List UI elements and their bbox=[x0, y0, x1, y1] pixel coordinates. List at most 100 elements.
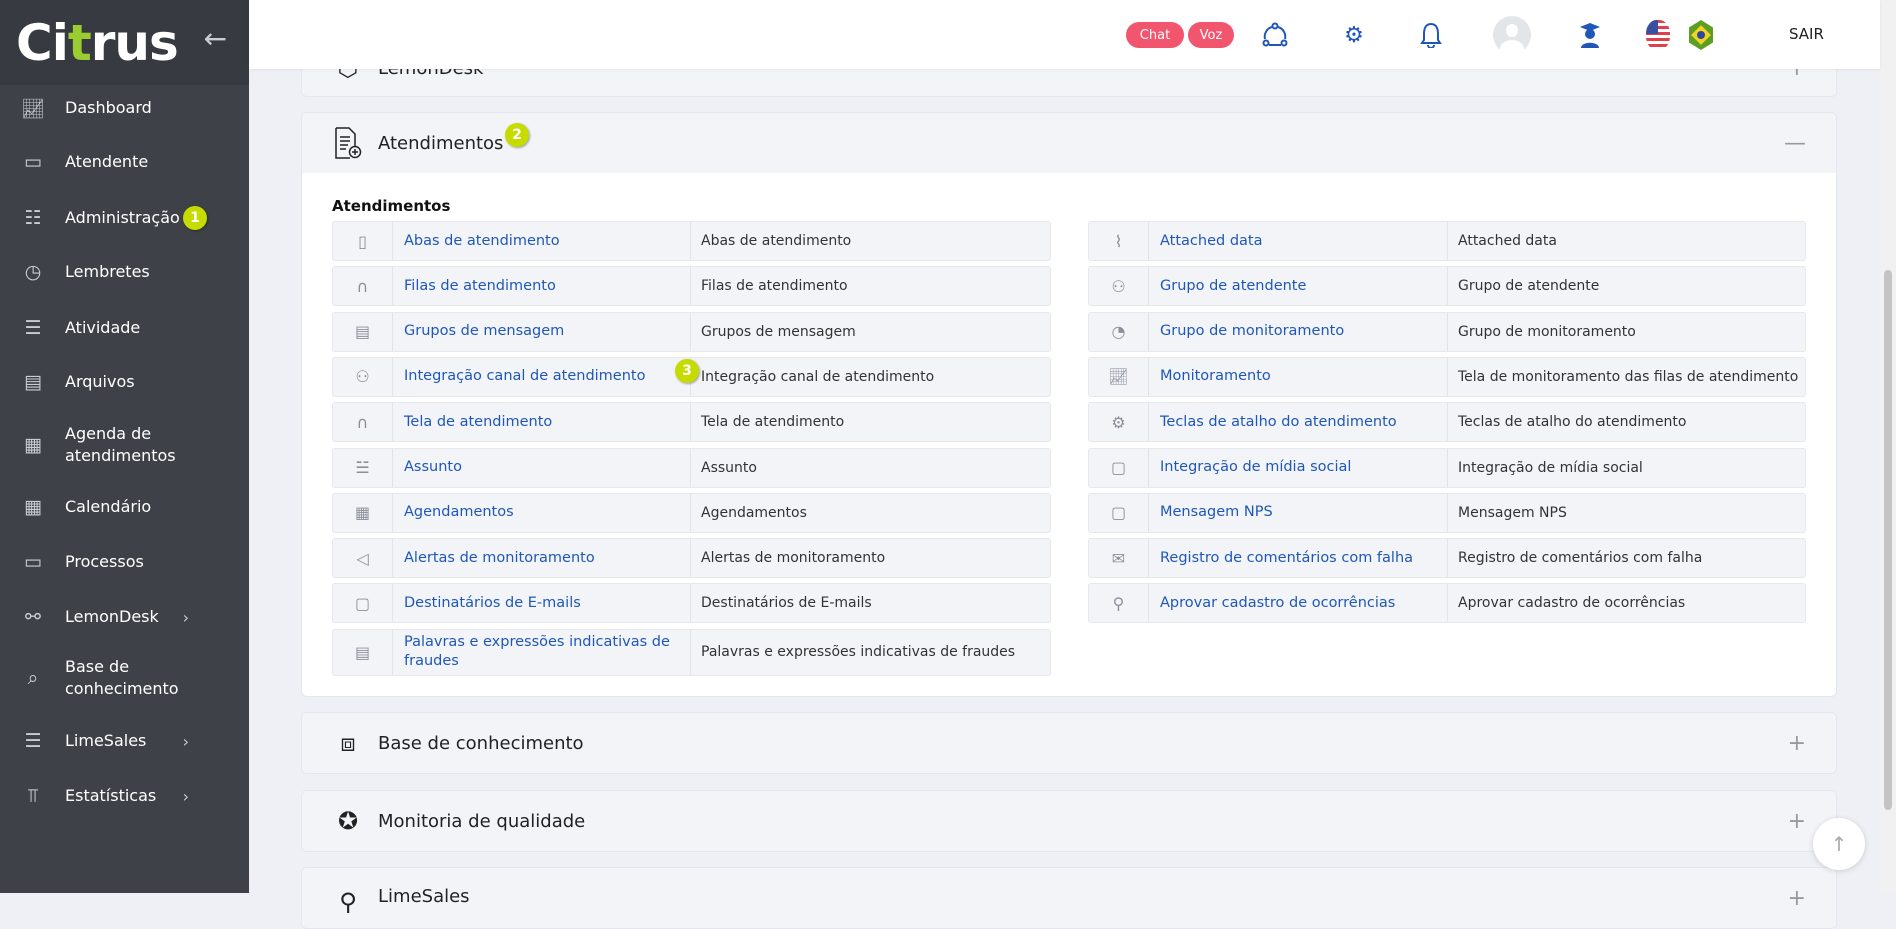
voz-button[interactable]: Voz bbox=[1188, 22, 1234, 48]
search-icon: ⌕ bbox=[27, 667, 39, 689]
integration-icon: ⚇ bbox=[333, 357, 393, 396]
expand-plus-icon[interactable]: + bbox=[1787, 730, 1806, 756]
step-badge-3: 3 bbox=[675, 358, 699, 383]
sidebar-item-label: Agenda de atendimentos bbox=[65, 424, 176, 465]
panel-limesales-header[interactable]: ⚲ LimeSales + bbox=[302, 868, 1836, 928]
scroll-to-top-button[interactable]: ↑ bbox=[1813, 818, 1865, 870]
setting-link[interactable]: Palavras e expressões indicativas de fra… bbox=[393, 629, 691, 675]
setting-link[interactable]: Integração de mídia social bbox=[1149, 448, 1448, 487]
panel-monitoria-header[interactable]: ✪ Monitoria de qualidade + bbox=[302, 791, 1836, 851]
setting-link[interactable]: Monitoramento bbox=[1149, 357, 1448, 396]
headphones-icon: ∩ bbox=[333, 403, 393, 442]
logo-area: Citrus ← bbox=[0, 0, 249, 85]
setting-description: Integração de mídia social bbox=[1458, 459, 1643, 476]
clipboard-list-icon: ☰ bbox=[24, 317, 42, 339]
folder-icon: ▭ bbox=[24, 551, 42, 573]
collapse-sidebar-arrow-icon[interactable]: ← bbox=[203, 22, 227, 55]
setting-link[interactable]: Destinatários de E-mails bbox=[393, 584, 691, 623]
chat-button[interactable]: Chat bbox=[1126, 22, 1184, 48]
notifications-bell-icon[interactable] bbox=[1416, 20, 1446, 50]
table-row: ⚙ Teclas de atalho do atendimento Teclas d… bbox=[1088, 402, 1806, 443]
setting-link[interactable]: Aprovar cadastro de ocorrências bbox=[1149, 584, 1448, 623]
sidebar-item-calend-rio[interactable]: ▦ Calendário bbox=[0, 485, 249, 529]
panel-title: Base de conhecimento bbox=[378, 732, 584, 754]
sidebar-item-label: Estatísticas bbox=[65, 786, 157, 805]
setting-link[interactable]: Agendamentos bbox=[393, 493, 691, 532]
logout-button[interactable]: SAIR bbox=[1789, 25, 1824, 43]
sidebar-item-lemondesk[interactable]: ⚯ LemonDesk › bbox=[0, 595, 249, 639]
table-row: ▦ Agendamentos Agendamentos bbox=[332, 492, 1051, 533]
setting-description: Abas de atendimento bbox=[701, 233, 852, 249]
table-row: ◔ Grupo de monitoramento Grupo de monitora… bbox=[1088, 311, 1806, 352]
calendar-icon: ▦ bbox=[333, 493, 393, 532]
graduation-user-icon[interactable] bbox=[1575, 20, 1605, 50]
setting-description: Registro de comentários com falha bbox=[1458, 550, 1703, 567]
database-icon: ☰ bbox=[24, 730, 42, 752]
setting-description: Integração canal de atendimento bbox=[701, 368, 935, 385]
panel-limesales: ⚲ LimeSales + bbox=[301, 867, 1837, 929]
setting-link[interactable]: Grupo de monitoramento bbox=[1149, 312, 1448, 351]
scrollbar[interactable] bbox=[1880, 0, 1896, 893]
setting-description: Assunto bbox=[701, 459, 757, 476]
setting-link[interactable]: Filas de atendimento bbox=[393, 267, 691, 306]
calendar-icon: ▦ bbox=[24, 434, 42, 456]
limesales-icon: ⚲ bbox=[339, 888, 357, 916]
brazil-flag-icon[interactable] bbox=[1689, 20, 1713, 50]
sidebar-item-label: Base de conhecimento bbox=[65, 657, 179, 698]
settings-gears-icon[interactable]: ⚙ bbox=[1344, 22, 1364, 48]
setting-link[interactable]: Tela de atendimento bbox=[393, 403, 691, 442]
sidebar-item-base-de-conhecimento[interactable]: ⌕ Base de conhecimento bbox=[0, 656, 249, 700]
sidebar-item-arquivos[interactable]: ▤ Arquivos bbox=[0, 360, 249, 404]
setting-link[interactable]: Integração canal de atendimento bbox=[393, 357, 691, 396]
table-row: ▢ Integração de mídia social Integração de… bbox=[1088, 447, 1806, 488]
setting-link[interactable]: Mensagem NPS bbox=[1149, 493, 1448, 532]
sidebar-item-atividade[interactable]: ☰ Atividade bbox=[0, 306, 249, 350]
setting-description: Teclas de atalho do atendimento bbox=[1458, 414, 1687, 431]
sidebar-item-atendente[interactable]: ▭ Atendente bbox=[0, 140, 249, 184]
sidebar-item-label: Arquivos bbox=[65, 372, 135, 391]
expand-plus-icon[interactable]: + bbox=[1787, 808, 1806, 834]
sidebar-item-label: Atividade bbox=[65, 318, 141, 337]
setting-link[interactable]: Assunto bbox=[393, 448, 691, 487]
chevron-right-icon: › bbox=[182, 731, 189, 751]
table-row: ▢ Mensagem NPS Mensagem NPS bbox=[1088, 492, 1806, 533]
sidebar-item-label: LimeSales bbox=[65, 731, 147, 750]
setting-description: Alertas de monitoramento bbox=[701, 550, 886, 567]
message-icon: ▤ bbox=[333, 629, 393, 675]
setting-link[interactable]: Teclas de atalho do atendimento bbox=[1149, 403, 1448, 442]
setting-link[interactable]: Registro de comentários com falha bbox=[1149, 539, 1448, 578]
panel-atendimentos-header[interactable]: Atendimentos — bbox=[302, 113, 1836, 173]
headphones-icon: ∩ bbox=[333, 267, 393, 306]
sidebar-item-estat-sticas[interactable]: ⫪ Estatísticas › bbox=[0, 774, 249, 818]
setting-link[interactable]: Alertas de monitoramento bbox=[393, 539, 691, 578]
table-row: ⚇ Grupo de atendente Grupo de atendente bbox=[1088, 266, 1806, 307]
sidebar-item-agenda-de-atendimentos[interactable]: ▦ Agenda de atendimentos bbox=[0, 423, 249, 467]
message-icon: ▤ bbox=[333, 312, 393, 351]
users-icon: ⚇ bbox=[1089, 267, 1149, 306]
setting-link[interactable]: Grupo de atendente bbox=[1149, 267, 1448, 306]
setting-link[interactable]: Attached data bbox=[1149, 222, 1448, 260]
expand-plus-icon[interactable]: + bbox=[1787, 886, 1806, 911]
us-flag-icon[interactable] bbox=[1646, 20, 1670, 50]
sidebar-item-dashboard[interactable]: 📈︎ Dashboard bbox=[0, 86, 249, 130]
step-badge-2: 2 bbox=[505, 123, 529, 147]
sidebar-item-lembretes[interactable]: ◷ Lembretes bbox=[0, 250, 249, 294]
gauge-icon: ◔ bbox=[1089, 312, 1149, 351]
setting-description: Mensagem NPS bbox=[1458, 504, 1567, 521]
sidebar-item-processos[interactable]: ▭ Processos bbox=[0, 540, 249, 584]
panel-base-header[interactable]: ⧈ Base de conhecimento + bbox=[302, 713, 1836, 773]
collapse-minus-icon[interactable]: — bbox=[1784, 130, 1806, 156]
sidebar-item-limesales[interactable]: ☰ LimeSales › bbox=[0, 719, 249, 763]
table-row: ∩ Filas de atendimento Filas de atendiment… bbox=[332, 266, 1051, 307]
setting-description: Grupo de atendente bbox=[1458, 278, 1600, 295]
sidebar-item-label: Atendente bbox=[65, 152, 149, 171]
connections-icon[interactable] bbox=[1260, 20, 1290, 50]
sidebar-item-label: Processos bbox=[65, 552, 144, 571]
award-icon: ✪ bbox=[337, 807, 359, 835]
setting-link[interactable]: Abas de atendimento bbox=[393, 222, 691, 260]
user-avatar[interactable] bbox=[1493, 16, 1531, 54]
table-row: ⚲ Aprovar cadastro de ocorrências Aprovar … bbox=[1088, 583, 1806, 624]
setting-link[interactable]: Grupos de mensagem bbox=[393, 312, 691, 351]
sidebar-item-administra-o[interactable]: ☷ Administração bbox=[0, 196, 249, 240]
sidebar-item-label: Lembretes bbox=[65, 262, 150, 281]
